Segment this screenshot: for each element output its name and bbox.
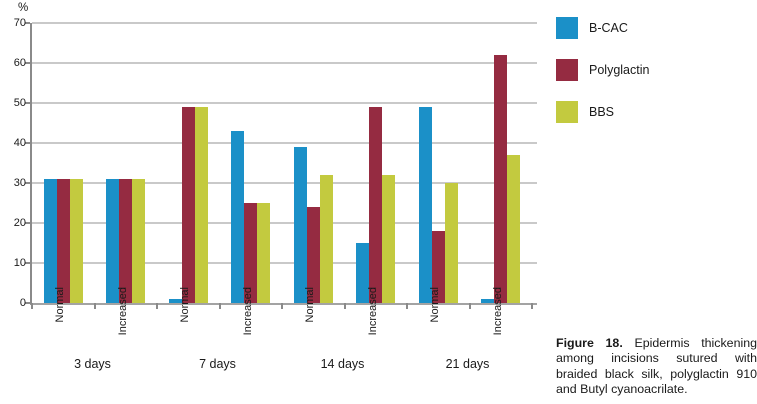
bar-cluster-3-days-normal xyxy=(32,23,95,303)
x-tick xyxy=(343,303,346,309)
y-gridline-50 xyxy=(32,102,537,104)
y-tick-mark-40 xyxy=(25,142,30,144)
x-tick xyxy=(468,303,471,309)
y-tick-label-20: 20 xyxy=(13,217,26,229)
legend-label: B-CAC xyxy=(589,21,628,35)
group-label-14-days: 14 days xyxy=(320,357,365,371)
y-gridline-20 xyxy=(32,222,537,224)
y-tick-label-30: 30 xyxy=(13,177,26,189)
x-tick xyxy=(156,303,158,309)
y-tick-label-10: 10 xyxy=(13,257,26,269)
y-axis-unit-label: % xyxy=(18,2,29,14)
bar-polyglactin xyxy=(494,55,508,303)
legend: B-CAC Polyglactin BBS xyxy=(556,17,649,143)
bar-cluster-3-days-increased xyxy=(95,23,158,303)
plot-area xyxy=(25,22,537,309)
legend-label: Polyglactin xyxy=(589,63,650,77)
bar-cluster-14-days-normal xyxy=(282,23,345,303)
y-tick-label-0: 0 xyxy=(19,297,26,309)
figure-caption: Figure 18. Epidermis thickening among in… xyxy=(556,336,757,398)
bar-cluster-14-days-increased xyxy=(345,23,408,303)
slot-label-increased: Increased xyxy=(366,287,379,336)
caption-figure-label: Figure 18. xyxy=(556,336,623,350)
y-gridline-60 xyxy=(32,62,537,64)
bar-b-cac xyxy=(106,179,120,303)
x-tick xyxy=(31,303,33,309)
y-tick-label-60: 60 xyxy=(13,57,26,69)
bar-cluster-21-days-normal xyxy=(407,23,470,303)
y-tick-label-40: 40 xyxy=(13,137,26,149)
legend-label: BBS xyxy=(589,105,615,119)
bar-bbs xyxy=(69,179,83,303)
bar-bbs xyxy=(257,203,271,303)
y-tick-label-50: 50 xyxy=(13,97,26,109)
x-tick xyxy=(93,303,96,309)
x-tick xyxy=(281,303,283,309)
y-gridline-30 xyxy=(32,182,537,184)
bar-polyglactin xyxy=(119,179,133,303)
legend-item-b-cac: B-CAC xyxy=(556,17,649,39)
x-tick xyxy=(531,303,533,309)
bar-b-cac xyxy=(231,131,245,303)
slot-label-normal: Normal xyxy=(54,287,67,323)
group-label-21-days: 21 days xyxy=(445,357,490,371)
x-tick xyxy=(406,303,408,309)
slot-label-normal: Normal xyxy=(429,287,442,323)
bar-polyglactin xyxy=(431,231,445,303)
bar-polyglactin xyxy=(244,203,258,303)
bar-polyglactin xyxy=(306,207,320,303)
slot-label-normal: Normal xyxy=(304,287,317,323)
bar-polyglactin xyxy=(369,107,383,303)
bar-cluster-7-days-increased xyxy=(220,23,283,303)
y-tick-mark-0 xyxy=(25,302,30,304)
y-tick-mark-70 xyxy=(25,22,30,24)
bar-polyglactin xyxy=(181,107,195,303)
bar-bbs xyxy=(319,175,333,303)
bar-cluster-7-days-normal xyxy=(157,23,220,303)
bar-b-cac xyxy=(356,243,370,303)
bar-cluster-21-days-increased xyxy=(470,23,533,303)
slot-label-normal: Normal xyxy=(179,287,192,323)
bar-b-cac xyxy=(168,299,182,303)
y-gridline-40 xyxy=(32,142,537,144)
y-tick-mark-30 xyxy=(25,182,30,184)
group-label-7-days: 7 days xyxy=(199,357,236,371)
x-tick xyxy=(218,303,221,309)
bar-b-cac xyxy=(418,107,432,303)
y-tick-mark-60 xyxy=(25,62,30,64)
group-label-3-days: 3 days xyxy=(74,357,111,371)
y-tick-mark-10 xyxy=(25,262,30,264)
y-tick-mark-20 xyxy=(25,222,30,224)
legend-swatch-b-cac xyxy=(556,17,578,39)
slot-label-increased: Increased xyxy=(116,287,129,336)
bar-bbs xyxy=(382,175,396,303)
y-tick-mark-50 xyxy=(25,102,30,104)
legend-item-polyglactin: Polyglactin xyxy=(556,59,649,81)
bar-bbs xyxy=(132,179,146,303)
legend-swatch-bbs xyxy=(556,101,578,123)
y-gridline-10 xyxy=(32,262,537,264)
slot-label-increased: Increased xyxy=(491,287,504,336)
caption-text: Epidermis thickening among incisions sut… xyxy=(556,336,757,397)
legend-swatch-polyglactin xyxy=(556,59,578,81)
bar-b-cac xyxy=(293,147,307,303)
bar-b-cac xyxy=(43,179,57,303)
bar-b-cac xyxy=(481,299,495,303)
bar-bbs xyxy=(194,107,208,303)
y-gridline-70 xyxy=(32,22,537,24)
bar-bbs xyxy=(444,183,458,303)
bar-bbs xyxy=(507,155,521,303)
slot-label-increased: Increased xyxy=(241,287,254,336)
y-tick-label-70: 70 xyxy=(13,17,26,29)
legend-item-bbs: BBS xyxy=(556,101,649,123)
bar-polyglactin xyxy=(56,179,70,303)
